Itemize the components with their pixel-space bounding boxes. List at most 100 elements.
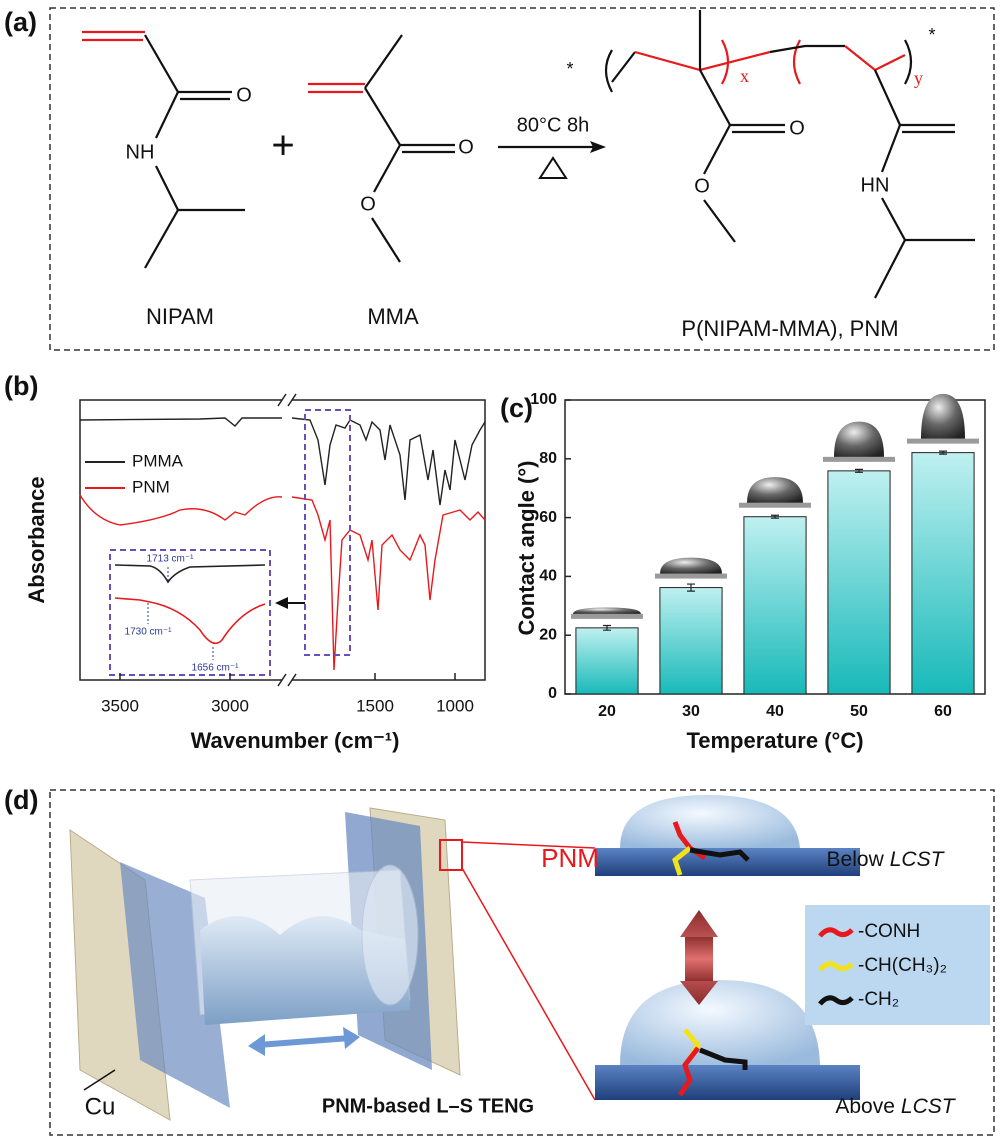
atom-label: HN bbox=[861, 174, 890, 196]
peak-annotation: 1713 cm⁻¹ bbox=[147, 554, 195, 565]
x-tick-label: 20 bbox=[598, 703, 616, 720]
nipam-structure bbox=[82, 30, 245, 269]
motion-arrow bbox=[248, 1027, 360, 1056]
device-label: PNM-based L–S TENG bbox=[322, 1095, 534, 1117]
y-tick-label: 0 bbox=[548, 685, 557, 702]
x-axis-label: Wavenumber (cm⁻¹) bbox=[191, 728, 400, 753]
panel-label: (d) bbox=[4, 785, 38, 815]
monomer-name: NIPAM bbox=[146, 304, 214, 329]
y-tick-label: 60 bbox=[539, 509, 557, 526]
y-tick-label: 40 bbox=[539, 568, 557, 585]
error-bar bbox=[687, 583, 695, 592]
legend-label: -CH₂ bbox=[858, 989, 899, 1010]
atom-label: O bbox=[360, 193, 376, 215]
atom-label: O bbox=[789, 117, 805, 139]
legend-swatch bbox=[818, 961, 854, 972]
legend-swatch bbox=[818, 995, 854, 1006]
x-axis-label: Temperature (°C) bbox=[686, 728, 863, 753]
peak-annotation: 1656 cm⁻¹ bbox=[192, 663, 240, 674]
reaction-arrow bbox=[498, 141, 606, 179]
axis-break-gap bbox=[282, 394, 292, 686]
error-bar bbox=[939, 450, 947, 455]
y-tick-label: 20 bbox=[539, 626, 557, 643]
atom-label: NH bbox=[126, 141, 155, 163]
error-bar bbox=[771, 514, 779, 519]
teng-illustration bbox=[69, 795, 990, 1121]
end-group: * bbox=[566, 59, 573, 79]
x-tick-label: 30 bbox=[682, 703, 700, 720]
polymer-structure bbox=[604, 10, 975, 299]
monomer-name: MMA bbox=[367, 304, 419, 329]
inset-frame bbox=[109, 549, 271, 676]
atom-label: O bbox=[236, 84, 252, 106]
panel-label: (c) bbox=[500, 393, 533, 423]
legend-label: -CH(CH₃)₂ bbox=[858, 955, 947, 976]
product-name: P(NIPAM-MMA), PNM bbox=[681, 316, 898, 341]
droplet-image bbox=[921, 393, 965, 439]
x-tick-label: 1000 bbox=[436, 696, 474, 715]
x-tick-label: 3500 bbox=[101, 696, 139, 715]
panel-frame bbox=[49, 7, 995, 351]
peak-marker bbox=[147, 567, 214, 660]
droplet-image bbox=[660, 557, 722, 574]
panel-label: (b) bbox=[4, 371, 38, 401]
droplet-substrate bbox=[823, 456, 895, 462]
panel-frame bbox=[49, 789, 995, 1136]
inset-pnm-curve bbox=[114, 597, 266, 645]
highlight-region bbox=[304, 409, 351, 656]
droplet-substrate bbox=[571, 613, 643, 619]
x-tick-label: 1500 bbox=[356, 696, 394, 715]
droplet-image bbox=[747, 477, 803, 503]
state-label: Below LCST bbox=[827, 848, 946, 871]
error-bar bbox=[603, 624, 611, 631]
y-axis-label: Contact angle (°) bbox=[514, 460, 539, 635]
pnm-spectrum bbox=[291, 496, 486, 671]
y-tick-label: 80 bbox=[539, 450, 557, 467]
y-axis-label: Absorbance bbox=[24, 476, 49, 603]
droplet-substrate bbox=[907, 438, 979, 444]
peak-annotation: 1730 cm⁻¹ bbox=[125, 627, 173, 638]
inset-pmma-curve bbox=[114, 564, 266, 584]
error-bar bbox=[855, 468, 863, 473]
droplet-image bbox=[834, 421, 884, 457]
bar bbox=[743, 516, 807, 695]
bar bbox=[911, 452, 975, 695]
bar bbox=[659, 587, 723, 695]
panel-a: (a) O NH NIPAM + O O MMA 80°C 8h * * bbox=[4, 7, 995, 351]
material-label: PNM bbox=[541, 843, 599, 873]
plus-sign: + bbox=[271, 124, 294, 168]
droplet-substrate bbox=[739, 502, 811, 508]
pnm-spectrum bbox=[79, 494, 283, 526]
pmma-spectrum bbox=[291, 417, 486, 506]
droplet-image bbox=[573, 607, 641, 614]
atom-label: O bbox=[458, 136, 474, 158]
x-tick-label: 3000 bbox=[211, 696, 249, 715]
panel-d: (d) Cu PNM-based L–S TENG PNM Below LCST … bbox=[4, 785, 995, 1136]
panel-b: (b) 1713 cm⁻¹ 1730 cm⁻¹ 1656 cm⁻¹ Wavenu… bbox=[4, 371, 486, 753]
bar bbox=[575, 627, 639, 695]
end-group: * bbox=[928, 25, 935, 45]
panel-label: (a) bbox=[4, 7, 37, 37]
x-tick-label: 60 bbox=[934, 703, 952, 720]
legend-label: PNM bbox=[132, 477, 170, 496]
droplet-substrate bbox=[655, 573, 727, 579]
reaction-condition: 80°C 8h bbox=[517, 114, 590, 136]
legend-label: -CONH bbox=[858, 921, 920, 942]
y-tick-label: 100 bbox=[530, 391, 557, 408]
mma-structure bbox=[308, 34, 455, 263]
pmma-spectrum bbox=[79, 417, 282, 427]
legend-label: PMMA bbox=[132, 451, 184, 470]
panel-c: (c) Temperature (°C) Contact angle (°) bbox=[500, 393, 986, 753]
x-tick-label: 40 bbox=[766, 703, 784, 720]
subscript: y bbox=[914, 68, 923, 88]
legend-swatch bbox=[818, 927, 854, 938]
state-label: Above LCST bbox=[835, 1095, 956, 1118]
subscript: x bbox=[740, 66, 749, 86]
electrode-label: Cu bbox=[85, 1093, 116, 1120]
bar bbox=[827, 470, 891, 695]
atom-label: O bbox=[694, 175, 710, 197]
inset-arrow bbox=[275, 597, 305, 609]
axis-break-mark bbox=[277, 393, 297, 687]
x-tick-label: 50 bbox=[850, 703, 868, 720]
